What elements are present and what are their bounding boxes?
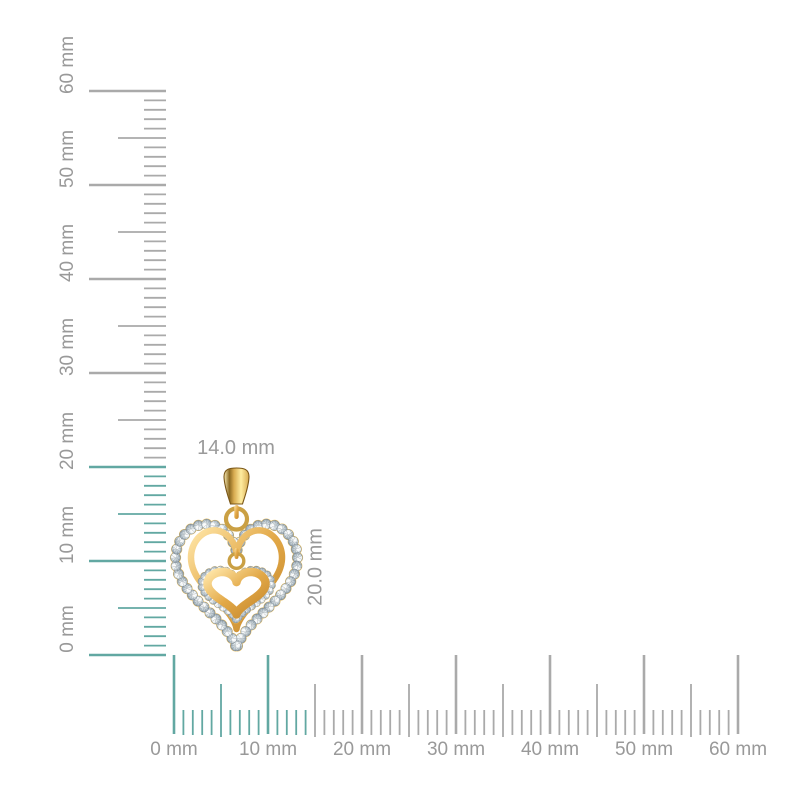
svg-text:40 mm: 40 mm	[521, 739, 579, 760]
svg-text:30 mm: 30 mm	[427, 739, 485, 760]
svg-text:40 mm: 40 mm	[57, 224, 78, 282]
svg-text:50 mm: 50 mm	[615, 739, 673, 760]
svg-text:20 mm: 20 mm	[57, 412, 78, 470]
svg-text:10 mm: 10 mm	[57, 506, 78, 564]
svg-text:20 mm: 20 mm	[333, 739, 391, 760]
svg-text:50 mm: 50 mm	[57, 130, 78, 188]
svg-text:60 mm: 60 mm	[57, 36, 78, 94]
svg-text:0 mm: 0 mm	[150, 739, 198, 760]
svg-text:60 mm: 60 mm	[709, 739, 767, 760]
svg-text:10 mm: 10 mm	[239, 739, 297, 760]
svg-text:30 mm: 30 mm	[57, 318, 78, 376]
svg-text:14.0 mm: 14.0 mm	[197, 437, 275, 459]
svg-text:20.0 mm: 20.0 mm	[305, 528, 327, 606]
svg-text:0 mm: 0 mm	[57, 605, 78, 653]
